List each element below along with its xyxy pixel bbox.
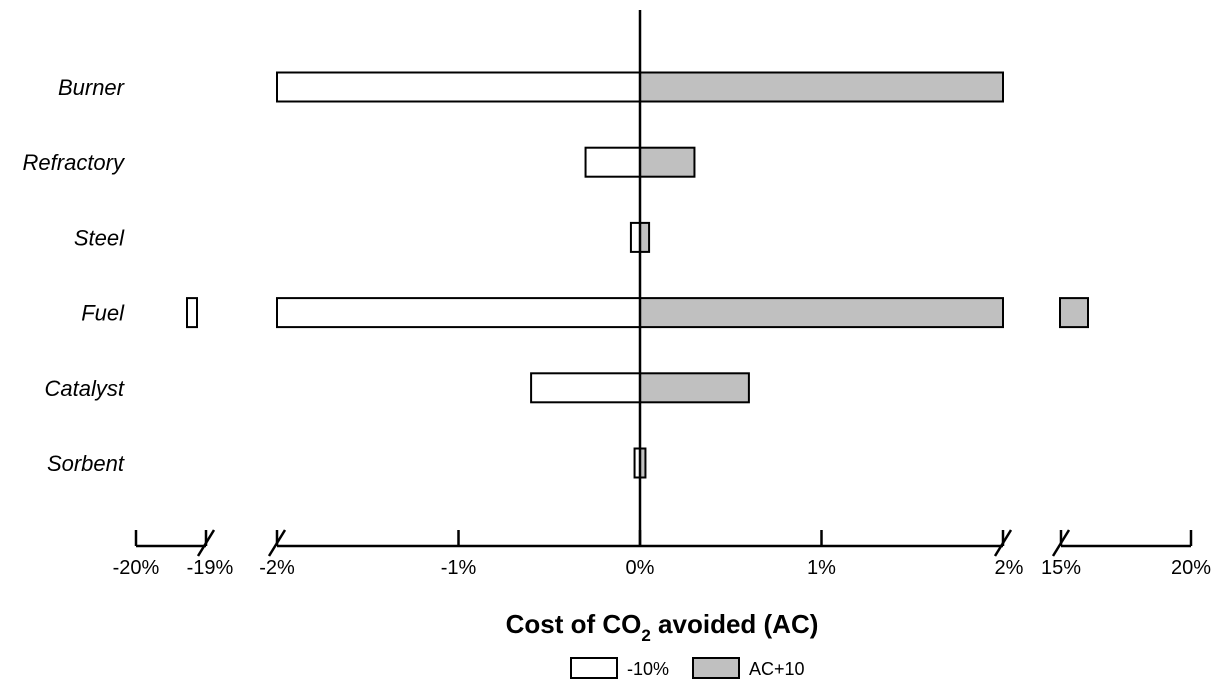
bar-minus10-steel: [629, 221, 641, 253]
x-axis-label: Cost of CO2 avoided (AC): [506, 609, 819, 645]
legend-swatch-ac10: [692, 657, 740, 679]
tick-labels: -20% -19% -2% -1% 0% 1% 2% 15% 20%: [113, 557, 1212, 579]
tick-label: -2%: [259, 557, 295, 579]
legend-swatch-minus10: [570, 657, 618, 679]
category-label-fuel: Fuel: [81, 301, 125, 326]
category-label-sorbent: Sorbent: [47, 451, 125, 476]
bar-minus10-refractory: [584, 146, 641, 178]
bar-ac10-refractory: [639, 146, 696, 178]
bar-ac10-fuel: [639, 297, 1004, 329]
category-labels: Burner Refractory Steel Fuel Catalyst Sorbent: [23, 75, 126, 476]
tick-label: 2%: [995, 557, 1024, 579]
category-label-steel: Steel: [74, 225, 125, 250]
bar-minus10-fuel-break: [186, 297, 198, 329]
tick-label: -1%: [441, 557, 477, 579]
tick-label: 0%: [626, 557, 655, 579]
category-label-refractory: Refractory: [23, 150, 126, 175]
bar-ac10-fuel-break: [1059, 297, 1089, 329]
bar-ac10-burner: [639, 71, 1004, 103]
bars: [186, 71, 1089, 479]
tick-label: -19%: [187, 557, 234, 579]
tick-label: 1%: [807, 557, 836, 579]
tick-label: 15%: [1041, 557, 1081, 579]
legend: -10% AC+10: [570, 657, 805, 679]
axis-break-mark: [267, 529, 287, 557]
axis-break-mark: [993, 529, 1013, 557]
tick-label: 20%: [1171, 557, 1211, 579]
tick-label: -20%: [113, 557, 160, 579]
category-label-catalyst: Catalyst: [45, 376, 125, 401]
legend-label-minus10: -10%: [627, 659, 669, 679]
bar-ac10-steel: [639, 221, 651, 253]
bar-minus10-catalyst: [530, 372, 641, 404]
legend-label-ac10: AC+10: [749, 659, 805, 679]
bar-minus10-burner: [276, 71, 641, 103]
category-label-burner: Burner: [58, 75, 126, 100]
bar-minus10-fuel: [276, 297, 641, 329]
bar-ac10-catalyst: [639, 372, 750, 404]
axis-break-mark: [196, 529, 216, 557]
axis-break-mark: [1051, 529, 1071, 557]
x-axis: [134, 529, 1193, 557]
